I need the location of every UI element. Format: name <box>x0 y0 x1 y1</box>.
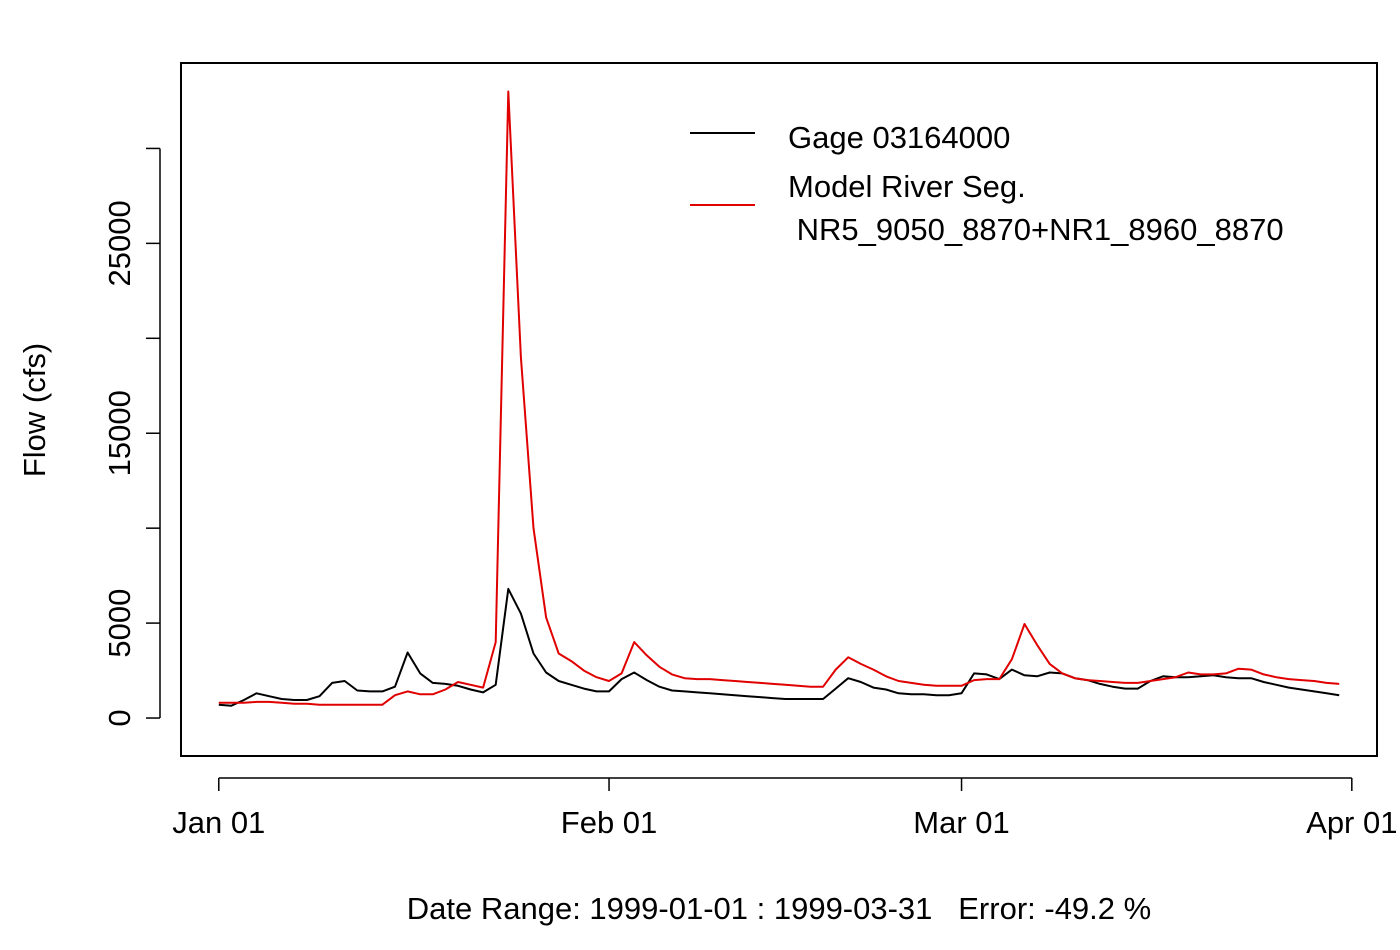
x-tick-label: Jan 01 <box>172 805 265 840</box>
legend-label-model-line1: Model River Seg. <box>788 169 1026 204</box>
series-line-model <box>218 90 1340 706</box>
legend-label-model-line2: NR5_9050_8870+NR1_8960_8870 <box>788 212 1284 247</box>
x-axis-label: Date Range: 1999-01-01 : 1999-03-31 Erro… <box>407 891 1151 926</box>
x-axis: Jan 01 Feb 01 Mar 01 Apr 01 <box>172 777 1397 840</box>
y-tick-label: 0 <box>102 709 137 726</box>
x-tick-label: Apr 01 <box>1306 805 1397 840</box>
x-tick-label: Feb 01 <box>561 805 658 840</box>
plot-frame <box>180 62 1378 757</box>
y-tick-label: 5000 <box>102 589 137 658</box>
y-tick-label: 25000 <box>102 200 137 286</box>
y-axis-label: Flow (cfs) <box>17 343 52 477</box>
series-layer <box>218 90 1340 707</box>
y-axis: 0 5000 15000 25000 <box>102 147 161 727</box>
x-tick-label: Mar 01 <box>913 805 1009 840</box>
legend: Gage 03164000 Model River Seg. NR5_9050_… <box>690 120 1284 247</box>
legend-label-gage: Gage 03164000 <box>788 120 1010 155</box>
y-tick-label: 15000 <box>102 390 137 476</box>
